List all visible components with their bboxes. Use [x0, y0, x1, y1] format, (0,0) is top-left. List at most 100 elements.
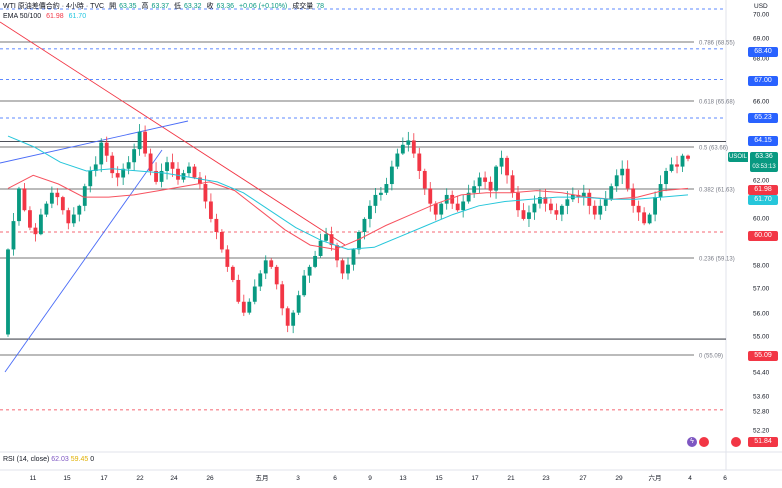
volume-value: 78 — [316, 3, 325, 10]
y-tick-label: 68.00 — [753, 56, 770, 63]
x-tick-label: 15 — [435, 475, 443, 482]
candle-body — [82, 186, 87, 206]
fib-label: 0.236 (59.13) — [699, 257, 735, 263]
candle-body — [510, 175, 515, 193]
candle-body — [269, 260, 274, 267]
ema100-tag: 61.70 — [748, 195, 778, 205]
candle-body — [428, 188, 433, 204]
candle-body — [581, 192, 586, 198]
candle-body — [49, 192, 54, 204]
ema100-line — [7, 135, 689, 250]
symbol-tag: USOIL — [728, 152, 748, 162]
candle-body — [148, 153, 153, 171]
candle-body — [203, 184, 208, 202]
rsi-value-3: 0 — [90, 456, 95, 463]
candle-body — [472, 186, 477, 193]
fib-label: 0.786 (68.55) — [699, 41, 735, 47]
price-tag-64-15: 64.15 — [748, 136, 778, 146]
candle-body — [296, 295, 301, 313]
candle-body — [115, 173, 120, 178]
candle-body — [66, 210, 71, 224]
candle-body — [241, 301, 246, 313]
candle-body — [11, 221, 16, 250]
candle-body — [263, 260, 268, 274]
bar-countdown: 03:53:13 — [752, 164, 776, 170]
x-tick-label: 3 — [296, 475, 300, 482]
lightning-icon[interactable]: ϟ — [687, 437, 697, 447]
candle-body — [411, 140, 416, 154]
candle-body — [198, 177, 202, 185]
candle-body — [88, 170, 93, 187]
fib-label: 0.5 (63.66) — [699, 146, 728, 152]
candle-body — [346, 264, 350, 274]
candle-body — [165, 162, 169, 171]
candle-body — [625, 168, 630, 189]
candle-body — [132, 149, 137, 163]
x-tick-label: 15 — [63, 475, 71, 482]
us-flag-icon-2[interactable] — [731, 437, 741, 447]
close-label: 收 — [206, 3, 214, 10]
candle-body — [422, 170, 427, 189]
x-tick-label: 17 — [100, 475, 108, 482]
candle-body — [38, 214, 43, 235]
x-tick-label: 4 — [688, 475, 692, 482]
candle-body — [258, 273, 263, 287]
candle-body — [208, 201, 213, 219]
candle-body — [609, 186, 614, 200]
candle-body — [302, 275, 307, 296]
candle-body — [538, 197, 542, 204]
x-tick-label: 23 — [542, 475, 550, 482]
candle-body — [614, 175, 619, 187]
fib-label: 0.618 (65.68) — [699, 100, 735, 106]
ema-legend[interactable]: EMA 50/100 61.98 61.70 — [3, 12, 89, 21]
candle-body — [675, 164, 679, 167]
upper-channel-line — [0, 120, 189, 164]
symbol-title[interactable]: WTI 原油差價合約 · 4小時 · TVC — [3, 3, 105, 10]
ema50-line — [7, 174, 689, 250]
us-flag-icon[interactable] — [699, 437, 709, 447]
candle-body — [559, 205, 564, 215]
candle-body — [187, 166, 191, 174]
candle-body — [543, 197, 548, 204]
y-tick-label: 56.00 — [753, 311, 770, 318]
candle-body — [60, 197, 65, 211]
candle-body — [592, 205, 597, 215]
candle-body — [335, 245, 339, 261]
y-tick-label: 69.00 — [753, 36, 770, 43]
ema50-value: 61.98 — [46, 13, 64, 20]
x-tick-label: 13 — [399, 475, 407, 482]
candle-body — [554, 210, 559, 215]
x-tick-label: 21 — [507, 475, 515, 482]
candle-body — [439, 203, 444, 215]
y-tick-label: 52.80 — [753, 409, 770, 416]
candle-body — [236, 279, 241, 302]
candle-body — [6, 249, 10, 335]
rsi-legend[interactable]: RSI (14, close) 62.03 59.45 0 — [3, 455, 94, 464]
price-tag-55-09: 55.09 — [748, 351, 778, 361]
y-tick-label: 60.00 — [753, 216, 770, 223]
candle-body — [137, 131, 142, 150]
candle-body — [455, 203, 460, 211]
y-tick-label: 55.00 — [753, 334, 770, 341]
candle-body — [406, 140, 411, 145]
candle-body — [527, 212, 531, 219]
candle-body — [329, 234, 334, 246]
candle-body — [400, 144, 405, 154]
x-tick-label: 6 — [333, 475, 337, 482]
candle-body — [318, 240, 323, 256]
x-tick-label: 11 — [30, 475, 37, 482]
price-tag-51-84: 51.84 — [748, 437, 778, 447]
candle-body — [307, 266, 312, 276]
candle-body — [159, 170, 164, 182]
candle-body — [17, 188, 21, 222]
x-tick-label: 9 — [368, 475, 372, 482]
candle-body — [44, 203, 49, 215]
low-label: 低 — [174, 3, 182, 10]
candle-body — [548, 203, 553, 211]
candle-body — [274, 266, 279, 285]
candle-body — [176, 168, 180, 180]
candle-body — [647, 214, 652, 224]
y-tick-label: 53.60 — [753, 394, 770, 401]
candle-body — [384, 184, 389, 193]
